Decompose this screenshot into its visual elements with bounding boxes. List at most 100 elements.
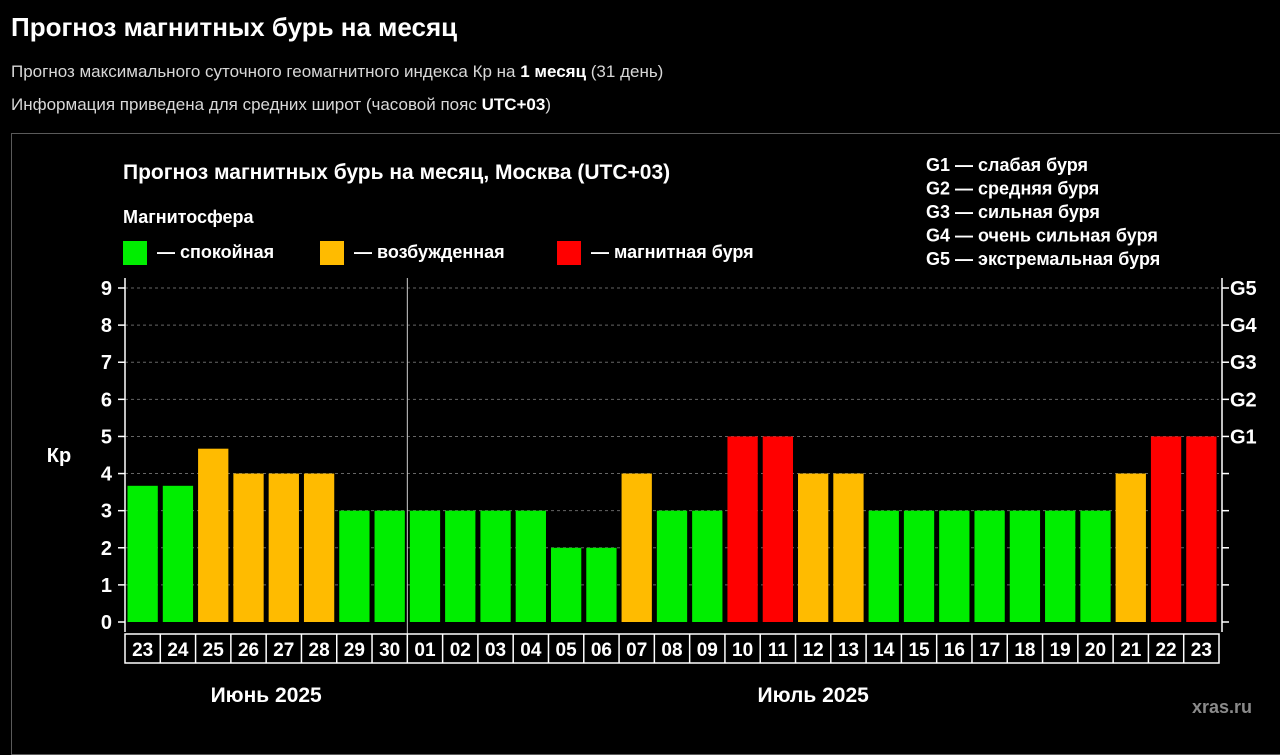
bar-day-12	[515, 510, 546, 622]
legend-label-calm: — спокойная	[157, 242, 274, 262]
y-tick-label: 6	[101, 389, 112, 411]
kp-forecast-chart: Прогноз магнитных бурь на месяц, Москва …	[47, 155, 1258, 707]
bar-day-14	[586, 547, 617, 622]
g-scale-label: G4	[1230, 315, 1258, 337]
x-tick-label: 05	[556, 640, 578, 661]
bar-day-27	[1045, 510, 1076, 622]
y-axis-label: Кр	[47, 445, 71, 467]
x-tick-label: 08	[661, 640, 682, 661]
x-tick-label: 07	[626, 640, 647, 661]
bar-day-21	[833, 473, 864, 622]
info-text: (31 день)	[586, 62, 664, 81]
storm-scale-item: G4 — очень сильная буря	[926, 226, 1158, 246]
bar-day-25	[974, 510, 1005, 622]
bar-day-7	[339, 510, 370, 622]
g-scale-label: G1	[1230, 426, 1257, 448]
legend-title: Магнитосфера	[123, 207, 255, 227]
info-bold: 1 месяц	[520, 62, 587, 81]
y-tick-label: 5	[101, 426, 112, 448]
storm-scale-item: G1 — слабая буря	[926, 155, 1088, 175]
x-tick-label: 29	[344, 640, 365, 661]
x-tick-label: 01	[414, 640, 436, 661]
legend-label-disturbed: — возбужденная	[354, 242, 505, 262]
month-label: Июнь 2025	[211, 684, 322, 707]
x-axis-date-strip	[124, 633, 1220, 664]
x-tick-label: 24	[167, 640, 189, 661]
chart-title: Прогноз магнитных бурь на месяц, Москва …	[123, 161, 670, 184]
bar-day-1	[127, 485, 158, 622]
bar-day-19	[762, 436, 794, 622]
y-tick-label: 8	[101, 315, 112, 337]
legend-label-storm: — магнитная буря	[591, 242, 754, 262]
x-tick-label: 04	[520, 640, 542, 661]
g-scale-label: G3	[1230, 352, 1257, 374]
page-title: Прогноз магнитных бурь на месяц	[11, 12, 458, 42]
g-scale-label: G5	[1230, 278, 1257, 300]
forecast-period-info: Прогноз максимального суточного геомагни…	[11, 62, 663, 82]
bar-day-6	[303, 473, 335, 622]
watermark: xras.ru	[1192, 697, 1253, 717]
x-tick-label: 14	[873, 640, 895, 661]
g-scale-label: G2	[1230, 389, 1257, 411]
storm-scale-item: G5 — экстремальная буря	[926, 249, 1160, 269]
bar-day-13	[550, 547, 582, 622]
bar-day-31	[1186, 436, 1217, 622]
x-tick-label: 30	[379, 640, 400, 661]
x-tick-label: 18	[1014, 640, 1035, 661]
x-tick-label: 13	[838, 640, 859, 661]
info-text: )	[545, 95, 552, 114]
bar-day-3	[198, 448, 229, 622]
bar-day-18	[727, 436, 758, 622]
x-tick-label: 23	[132, 640, 153, 661]
bar-day-23	[903, 510, 935, 622]
y-tick-label: 1	[101, 575, 112, 597]
bar-day-8	[374, 510, 405, 622]
x-tick-label: 06	[591, 640, 612, 661]
bar-day-20	[798, 473, 829, 622]
bar-day-9	[409, 510, 441, 622]
bar-day-28	[1080, 510, 1111, 622]
x-tick-label: 26	[238, 640, 259, 661]
x-tick-label: 23	[1191, 640, 1212, 661]
bar-day-11	[480, 510, 511, 622]
bar-day-4	[233, 473, 264, 622]
x-tick-label: 09	[697, 640, 718, 661]
bar-day-15	[621, 473, 652, 622]
x-tick-label: 28	[309, 640, 330, 661]
y-tick-label: 7	[101, 352, 112, 374]
timezone-info: Информация приведена для средних широт (…	[11, 95, 551, 115]
x-tick-label: 02	[450, 640, 471, 661]
y-tick-label: 3	[101, 501, 112, 523]
info-text: Информация приведена для средних широт (…	[11, 95, 482, 114]
bar-day-29	[1115, 473, 1146, 622]
storm-scale-item: G2 — средняя буря	[926, 179, 1099, 199]
x-tick-label: 16	[944, 640, 965, 661]
x-tick-label: 22	[1155, 640, 1176, 661]
x-tick-label: 15	[908, 640, 930, 661]
y-tick-label: 2	[101, 538, 112, 560]
bar-day-22	[868, 510, 899, 622]
legend-swatch-disturbed	[320, 241, 344, 265]
info-text: Прогноз максимального суточного геомагни…	[11, 62, 521, 81]
y-tick-label: 4	[101, 464, 113, 486]
storm-scale-item: G3 — сильная буря	[926, 202, 1100, 222]
bar-day-16	[656, 510, 688, 622]
bar-day-5	[268, 473, 299, 622]
x-tick-label: 20	[1085, 640, 1106, 661]
chart-panel: Прогноз магнитных бурь на месяц, Москва …	[11, 133, 1280, 755]
x-tick-label: 11	[768, 640, 789, 661]
x-tick-label: 21	[1120, 640, 1142, 661]
x-tick-label: 03	[485, 640, 506, 661]
x-tick-label: 17	[979, 640, 1000, 661]
bar-day-2	[162, 485, 194, 622]
x-tick-label: 27	[273, 640, 294, 661]
bar-day-17	[692, 510, 723, 622]
month-label: Июль 2025	[758, 684, 870, 707]
legend-swatch-storm	[557, 241, 581, 265]
y-tick-label: 0	[101, 612, 112, 634]
info-bold: UTC+03	[481, 95, 546, 114]
bar-day-24	[939, 510, 970, 622]
bar-day-10	[445, 510, 476, 622]
x-tick-label: 10	[732, 640, 753, 661]
x-tick-label: 12	[803, 640, 824, 661]
